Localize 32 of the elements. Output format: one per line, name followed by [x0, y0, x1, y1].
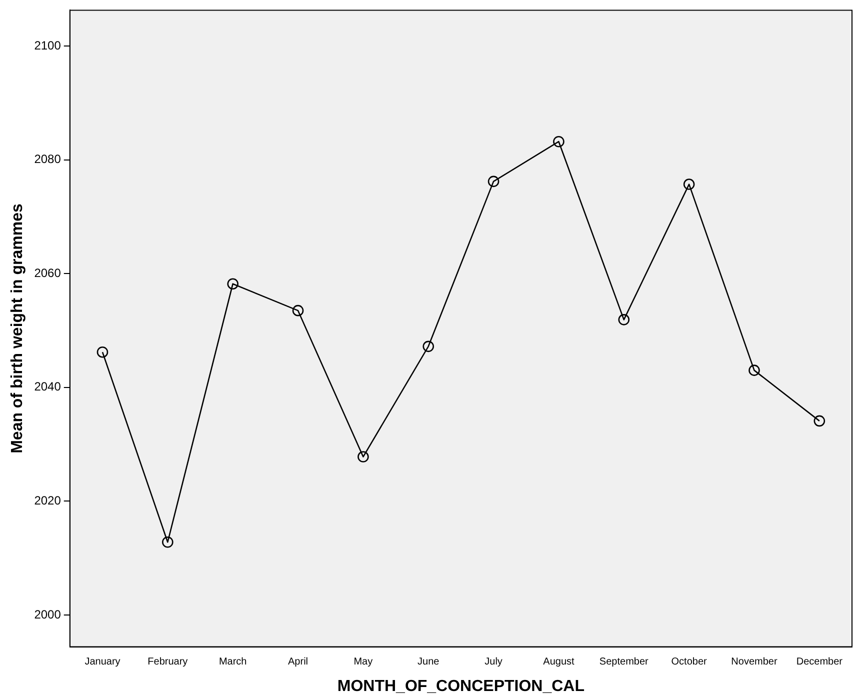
point [227, 278, 238, 290]
y-tick-label: 2040 [34, 380, 62, 394]
x-tick-label: December [796, 656, 844, 668]
x-tick-label: April [288, 656, 308, 668]
x-tick-label: October [671, 656, 708, 668]
x-tick-label: February [148, 656, 188, 668]
point [96, 346, 108, 358]
point [358, 451, 369, 462]
x-tick-label: July [484, 656, 502, 668]
y-tick-label: 2000 [34, 607, 62, 622]
point [162, 536, 174, 548]
point [292, 304, 304, 316]
y-axis-title: Mean of birth weight in grammes [9, 204, 26, 454]
x-tick-label: September [599, 656, 650, 668]
y-tick-label: 2020 [34, 493, 62, 508]
x-tick-label: August [543, 656, 574, 668]
point [618, 314, 630, 326]
point [422, 340, 434, 352]
x-tick-label: March [218, 656, 247, 668]
point [683, 178, 695, 190]
point [488, 176, 500, 188]
y-tick-label: 2100 [34, 38, 62, 52]
point [814, 415, 826, 427]
x-tick-label: June [418, 656, 440, 668]
x-tick-label: November [731, 656, 778, 668]
x-axis-title: MONTH_OF_CONCEPTION_CAL [337, 678, 585, 695]
point [553, 136, 564, 148]
point [748, 364, 760, 376]
y-tick-label: 2060 [34, 266, 62, 280]
x-tick-label: January [84, 656, 120, 668]
y-tick-label: 2080 [34, 152, 62, 166]
x-tick-label: May [354, 656, 373, 668]
